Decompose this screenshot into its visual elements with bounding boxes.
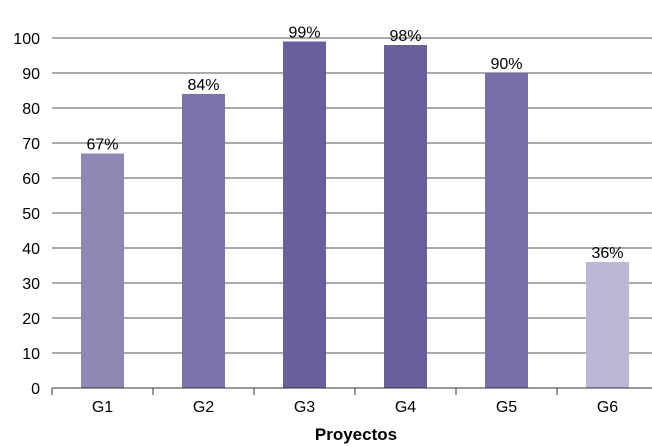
data-label: 90% <box>490 56 522 73</box>
x-tick-label: G1 <box>92 399 113 416</box>
x-tick-label: G2 <box>193 399 214 416</box>
y-tick-label: 100 <box>13 31 40 48</box>
x-axis-ticks: G1 G2 G3 G4 G5 G6 <box>92 399 618 416</box>
data-label: 36% <box>591 245 623 262</box>
y-tick-label: 0 <box>31 381 40 398</box>
data-label: 67% <box>86 137 118 154</box>
bar-g4 <box>384 45 427 388</box>
y-tick-label: 30 <box>22 276 40 293</box>
data-label: 84% <box>187 77 219 94</box>
bar-g1 <box>81 153 124 388</box>
y-tick-label: 80 <box>22 101 40 118</box>
data-label: 99% <box>288 25 320 42</box>
bar-g2 <box>182 94 225 388</box>
bar-g6 <box>586 262 629 388</box>
x-axis-title: Proyectos <box>315 425 397 444</box>
x-tick-label: G4 <box>395 399 416 416</box>
x-tick-label: G6 <box>597 399 618 416</box>
x-axis <box>51 387 652 395</box>
bar-g3 <box>283 41 326 388</box>
y-tick-label: 70 <box>22 136 40 153</box>
bars <box>81 41 629 388</box>
y-tick-label: 60 <box>22 171 40 188</box>
data-label: 98% <box>389 28 421 45</box>
y-tick-label: 10 <box>22 346 40 363</box>
data-labels: 67% 84% 99% 98% 90% 36% <box>86 25 623 263</box>
x-tick-label: G5 <box>496 399 517 416</box>
y-tick-label: 50 <box>22 206 40 223</box>
gridlines <box>52 37 652 354</box>
y-tick-label: 40 <box>22 241 40 258</box>
y-axis-ticks: 0 10 20 30 40 50 60 70 80 90 100 <box>13 31 40 398</box>
x-tick-label: G3 <box>294 399 315 416</box>
y-tick-label: 20 <box>22 311 40 328</box>
y-tick-label: 90 <box>22 66 40 83</box>
bar-g5 <box>485 73 528 388</box>
